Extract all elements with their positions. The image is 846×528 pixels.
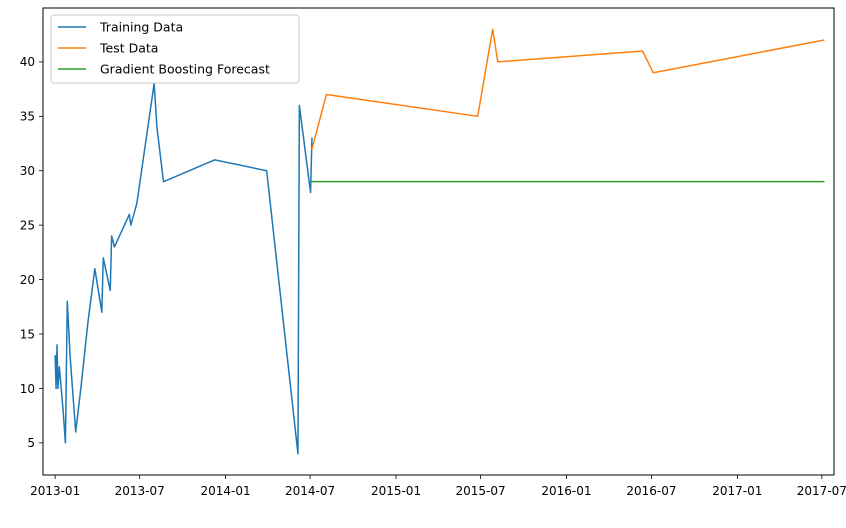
x-tick-label: 2016-01 (541, 484, 591, 498)
y-tick-label: 10 (20, 382, 35, 396)
x-tick-label: 2017-07 (797, 484, 846, 498)
x-tick-label: 2013-07 (115, 484, 165, 498)
legend-box (50, 14, 300, 84)
y-tick-label: 5 (27, 436, 35, 450)
legend-label: Gradient Boosting Forecast (100, 62, 270, 77)
y-tick-label: 25 (20, 218, 35, 232)
legend-label: Training Data (99, 20, 183, 35)
y-tick-label: 20 (20, 273, 35, 287)
y-tick-label: 15 (20, 327, 35, 341)
x-tick-label: 2014-07 (285, 484, 335, 498)
x-tick-label: 2016-07 (626, 484, 676, 498)
series-line-1 (311, 28, 825, 150)
x-tick-label: 2014-01 (201, 484, 251, 498)
x-tick-label: 2017-01 (712, 484, 762, 498)
x-tick-label: 2013-01 (30, 484, 80, 498)
series-line-0 (54, 82, 313, 455)
x-tick-label: 2015-07 (455, 484, 505, 498)
plot-series (54, 28, 825, 455)
y-tick-label: 30 (20, 164, 35, 178)
legend: Training Data Test Data Gradient Boosting … (50, 14, 300, 84)
y-axis: 5 10 15 20 25 30 35 40 (20, 55, 43, 450)
y-tick-label: 40 (20, 55, 35, 69)
legend-label: Test Data (99, 41, 158, 56)
y-tick-label: 35 (20, 110, 35, 124)
plot-frame (42, 7, 835, 476)
x-axis: 2013-01 2013-07 2014-01 2014-07 2015-01 2015-… (30, 475, 846, 498)
x-tick-label: 2015-01 (371, 484, 421, 498)
